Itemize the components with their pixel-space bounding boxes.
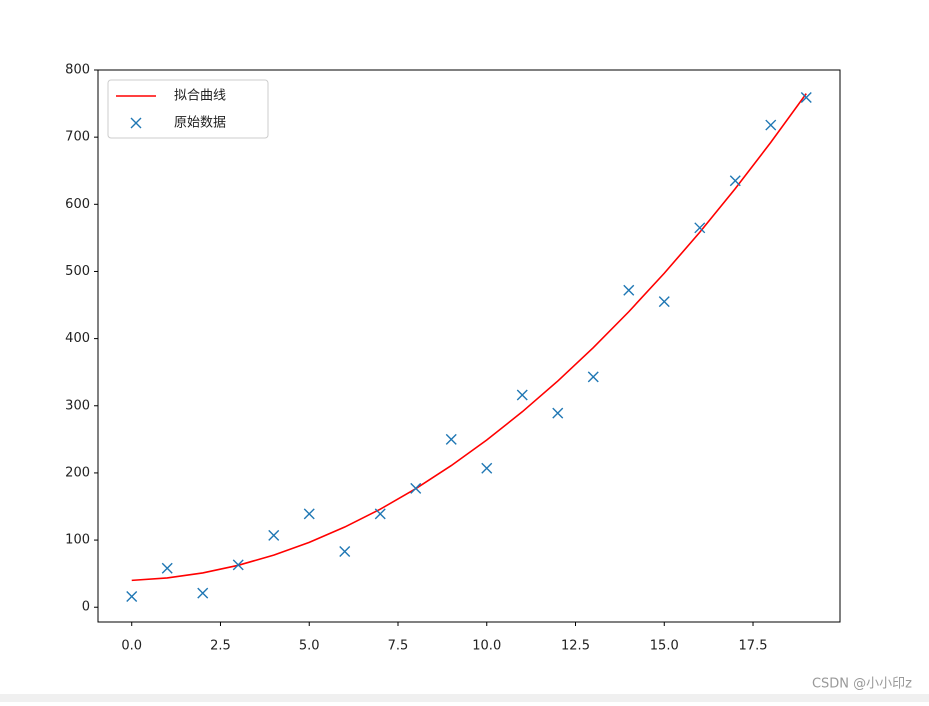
- y-tick-label: 200: [65, 465, 90, 480]
- data-point: [516, 389, 528, 401]
- y-tick-label: 100: [65, 533, 90, 548]
- footer-bar: [0, 694, 929, 702]
- data-point: [410, 482, 422, 494]
- plot-frame: [97, 69, 841, 623]
- data-point: [658, 296, 670, 308]
- y-tick-label: 700: [65, 130, 90, 145]
- data-point: [303, 508, 315, 520]
- data-point: [161, 562, 173, 574]
- x-tick-label: 0.0: [121, 639, 142, 654]
- data-point: [552, 407, 564, 419]
- data-point: [339, 545, 351, 557]
- data-point: [623, 284, 635, 296]
- data-point: [729, 175, 741, 187]
- legend-marker: [130, 117, 142, 129]
- y-tick-label: 300: [65, 398, 90, 413]
- data-point: [694, 222, 706, 234]
- legend-box: [107, 79, 269, 139]
- x-tick-label: 17.5: [739, 639, 768, 654]
- y-tick-label: 500: [65, 264, 90, 279]
- x-tick-label: 7.5: [388, 639, 409, 654]
- data-point: [374, 508, 386, 520]
- legend-label: 拟合曲线: [174, 89, 226, 104]
- legend-label: 原始数据: [174, 116, 226, 131]
- data-point: [232, 559, 244, 571]
- data-point: [268, 529, 280, 541]
- data-point: [445, 433, 457, 445]
- data-point: [800, 92, 812, 104]
- y-tick-label: 400: [65, 331, 90, 346]
- data-point: [197, 587, 209, 599]
- watermark: CSDN @小小印z: [812, 677, 912, 692]
- y-tick-label: 600: [65, 197, 90, 212]
- data-point: [481, 462, 493, 474]
- y-tick-label: 0: [82, 600, 90, 615]
- x-tick-label: 15.0: [650, 639, 679, 654]
- x-tick-label: 5.0: [299, 639, 320, 654]
- x-tick-label: 12.5: [561, 639, 590, 654]
- fit-line: [131, 93, 807, 582]
- data-point: [587, 371, 599, 383]
- data-point: [765, 119, 777, 131]
- x-tick-label: 2.5: [210, 639, 231, 654]
- y-tick-label: 800: [65, 63, 90, 78]
- data-point: [126, 590, 138, 602]
- x-tick-label: 10.0: [472, 639, 501, 654]
